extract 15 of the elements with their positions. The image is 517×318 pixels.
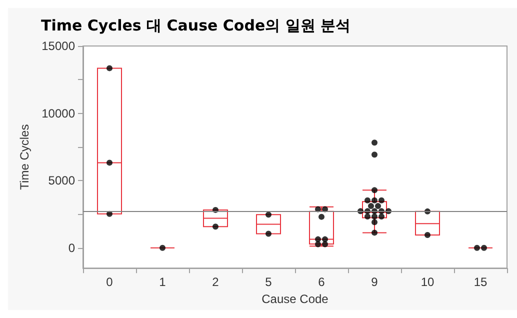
x-tick-label: 1 [159, 275, 166, 290]
y-tick-label: 15000 [42, 39, 76, 53]
y-tick-label: 5000 [48, 174, 76, 188]
chart-title: Time Cycles 대 Cause Code의 일원 분석 [41, 16, 351, 34]
x-tick-label: 5 [265, 275, 272, 290]
y-tick-label: 10000 [42, 106, 76, 120]
x-tick-label: 2 [212, 275, 220, 290]
y-tick-label: 0 [68, 240, 76, 255]
x-tick-label: 0 [106, 275, 114, 290]
x-tick-label: 9 [371, 275, 378, 290]
x-tick-label: 10 [420, 275, 434, 290]
x-tick-label: 15 [474, 275, 488, 290]
x-axis-title: Cause Code [262, 292, 329, 306]
x-tick-label: 6 [318, 275, 326, 290]
y-axis-title: Time Cycles [18, 124, 32, 190]
